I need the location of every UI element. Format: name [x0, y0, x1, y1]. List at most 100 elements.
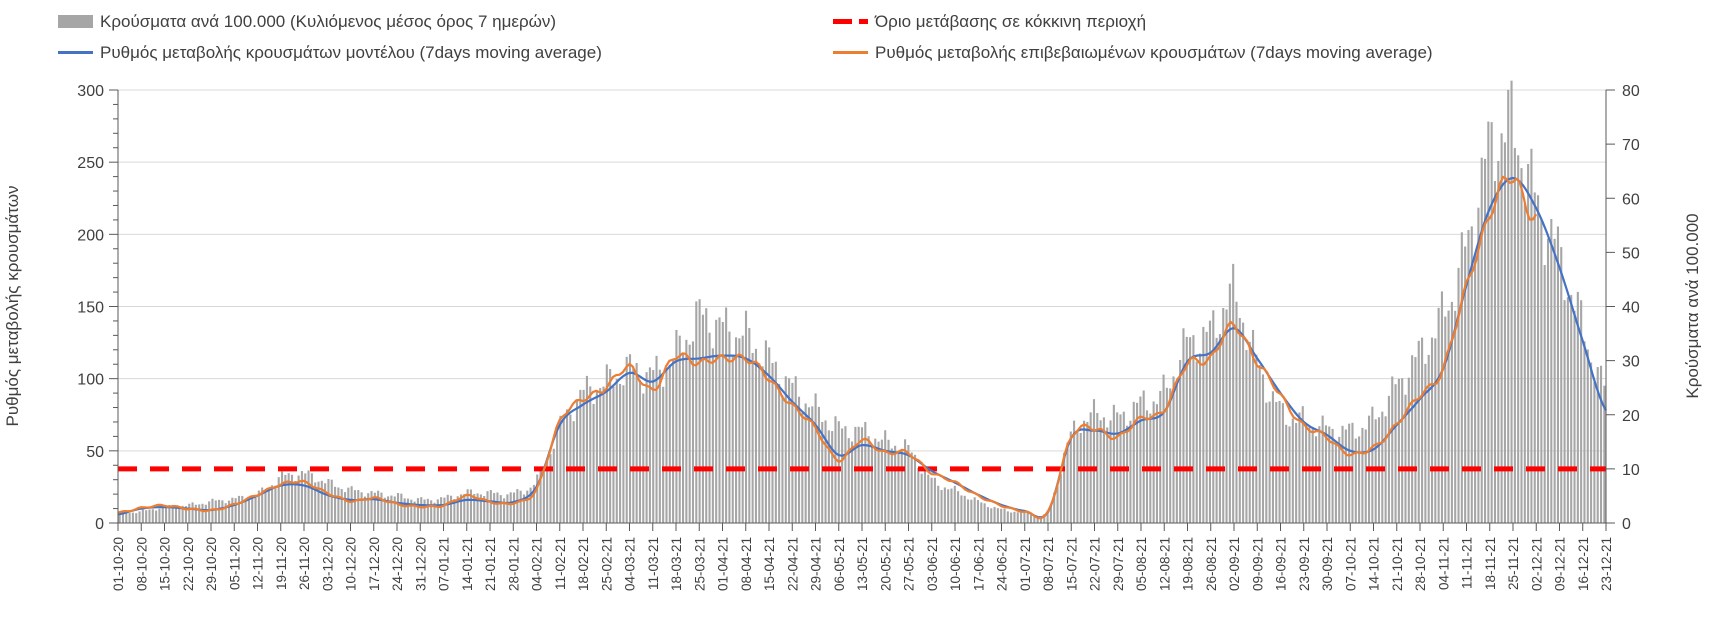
svg-text:24-06-21: 24-06-21 — [995, 537, 1010, 591]
svg-text:17-06-21: 17-06-21 — [971, 537, 986, 591]
dashed-line-swatch-icon — [833, 19, 868, 24]
blue-line-swatch-icon — [58, 51, 93, 54]
svg-text:05-08-21: 05-08-21 — [1134, 537, 1149, 591]
svg-text:07-10-21: 07-10-21 — [1343, 537, 1358, 591]
svg-text:30: 30 — [1622, 354, 1640, 371]
svg-text:18-02-21: 18-02-21 — [576, 537, 591, 591]
svg-text:18-03-21: 18-03-21 — [669, 537, 684, 591]
svg-text:02-12-21: 02-12-21 — [1529, 537, 1544, 591]
svg-text:14-01-21: 14-01-21 — [460, 537, 475, 591]
svg-text:22-07-21: 22-07-21 — [1088, 537, 1103, 591]
svg-text:70: 70 — [1622, 137, 1640, 154]
svg-text:10-06-21: 10-06-21 — [948, 537, 963, 591]
legend-label: Ρυθμός μεταβολής επιβεβαιωμένων κρουσμάτ… — [875, 43, 1433, 62]
svg-text:29-07-21: 29-07-21 — [1111, 537, 1126, 591]
svg-text:25-11-21: 25-11-21 — [1506, 537, 1521, 590]
svg-text:10-12-20: 10-12-20 — [344, 537, 359, 591]
legend-item-model-rate: Ρυθμός μεταβολής κρουσμάτων μοντέλου (7d… — [58, 44, 602, 61]
svg-text:22-10-20: 22-10-20 — [181, 537, 196, 591]
svg-text:11-02-21: 11-02-21 — [553, 537, 568, 590]
bar-swatch-icon — [58, 15, 93, 28]
svg-text:250: 250 — [77, 155, 104, 172]
svg-text:01-04-21: 01-04-21 — [716, 537, 731, 591]
legend-label: Κρούσματα ανά 100.000 (Κυλιόμενος μέσος … — [100, 12, 557, 31]
legend-label: Ρυθμός μεταβολής κρουσμάτων μοντέλου (7d… — [100, 43, 602, 62]
svg-text:22-04-21: 22-04-21 — [785, 537, 800, 591]
svg-text:19-11-20: 19-11-20 — [274, 537, 289, 590]
left-axis-title: Ρυθμός μεταβολής κρουσμάτων — [3, 186, 22, 427]
svg-text:300: 300 — [77, 83, 104, 100]
svg-text:23-12-21: 23-12-21 — [1599, 537, 1614, 591]
svg-text:08-07-21: 08-07-21 — [1041, 537, 1056, 591]
svg-text:29-10-20: 29-10-20 — [204, 537, 219, 591]
svg-text:16-09-21: 16-09-21 — [1274, 537, 1289, 591]
svg-text:100: 100 — [77, 372, 104, 389]
svg-text:20: 20 — [1622, 408, 1640, 425]
legend-item-red-zone-threshold: Όριο μετάβασης σε κόκκινη περιοχή — [833, 13, 1146, 30]
svg-text:27-05-21: 27-05-21 — [902, 537, 917, 591]
svg-text:04-02-21: 04-02-21 — [530, 537, 545, 591]
svg-text:80: 80 — [1622, 83, 1640, 100]
svg-text:15-07-21: 15-07-21 — [1064, 537, 1079, 591]
svg-text:40: 40 — [1622, 300, 1640, 317]
svg-text:200: 200 — [77, 227, 104, 244]
svg-text:20-05-21: 20-05-21 — [878, 537, 893, 591]
svg-text:25-03-21: 25-03-21 — [692, 537, 707, 591]
svg-text:09-12-21: 09-12-21 — [1553, 537, 1568, 591]
svg-text:50: 50 — [1622, 245, 1640, 262]
svg-text:08-04-21: 08-04-21 — [739, 537, 754, 591]
svg-text:08-10-20: 08-10-20 — [134, 537, 149, 591]
right-axis-title: Κρούσματα ανά 100.000 — [1683, 213, 1702, 398]
svg-text:09-09-21: 09-09-21 — [1250, 537, 1265, 591]
svg-text:11-11-21: 11-11-21 — [1460, 537, 1475, 589]
svg-text:23-09-21: 23-09-21 — [1297, 537, 1312, 591]
svg-text:10: 10 — [1622, 462, 1640, 479]
svg-text:19-08-21: 19-08-21 — [1181, 537, 1196, 591]
orange-line-swatch-icon — [833, 51, 868, 54]
svg-text:28-01-21: 28-01-21 — [506, 537, 521, 591]
svg-text:11-03-21: 11-03-21 — [646, 537, 661, 590]
svg-text:0: 0 — [95, 516, 104, 533]
svg-text:04-03-21: 04-03-21 — [623, 537, 638, 591]
svg-text:18-11-21: 18-11-21 — [1483, 537, 1498, 590]
axes-and-ticks: 0 50 100 150 200 250 300 0 10 20 30 40 50 60 70 80 01-10… — [77, 83, 1640, 591]
svg-text:17-12-20: 17-12-20 — [367, 537, 382, 591]
legend-item-confirmed-rate: Ρυθμός μεταβολής επιβεβαιωμένων κρουσμάτ… — [833, 44, 1433, 61]
svg-text:30-09-21: 30-09-21 — [1320, 537, 1335, 591]
svg-text:26-11-20: 26-11-20 — [297, 537, 312, 590]
legend-item-cases-per-100k: Κρούσματα ανά 100.000 (Κυλιόμενος μέσος … — [58, 13, 556, 30]
svg-text:21-01-21: 21-01-21 — [483, 537, 498, 591]
svg-text:01-07-21: 01-07-21 — [1018, 537, 1033, 591]
svg-text:02-09-21: 02-09-21 — [1227, 537, 1242, 591]
line-series — [117, 175, 1607, 520]
svg-text:50: 50 — [86, 444, 104, 461]
svg-text:13-05-21: 13-05-21 — [855, 537, 870, 591]
svg-text:14-10-21: 14-10-21 — [1367, 537, 1382, 591]
legend-label: Όριο μετάβασης σε κόκκινη περιοχή — [875, 12, 1147, 31]
svg-text:15-04-21: 15-04-21 — [762, 537, 777, 591]
svg-text:26-08-21: 26-08-21 — [1204, 537, 1219, 591]
svg-text:04-11-21: 04-11-21 — [1436, 537, 1451, 590]
svg-text:15-10-20: 15-10-20 — [158, 537, 173, 591]
gridlines — [118, 89, 1606, 452]
svg-text:31-12-20: 31-12-20 — [413, 537, 428, 591]
svg-text:25-02-21: 25-02-21 — [599, 537, 614, 591]
svg-text:01-10-20: 01-10-20 — [111, 537, 126, 591]
svg-text:07-01-21: 07-01-21 — [437, 537, 452, 591]
svg-text:150: 150 — [77, 300, 104, 317]
svg-text:24-12-20: 24-12-20 — [390, 537, 405, 591]
svg-text:60: 60 — [1622, 191, 1640, 208]
svg-text:29-04-21: 29-04-21 — [809, 537, 824, 591]
svg-text:0: 0 — [1622, 516, 1631, 533]
svg-text:16-12-21: 16-12-21 — [1576, 537, 1591, 591]
svg-text:03-06-21: 03-06-21 — [925, 537, 940, 591]
bars-series — [118, 80, 1606, 524]
svg-text:06-05-21: 06-05-21 — [832, 537, 847, 591]
svg-text:05-11-20: 05-11-20 — [227, 537, 242, 590]
svg-text:28-10-21: 28-10-21 — [1413, 537, 1428, 591]
svg-text:12-11-20: 12-11-20 — [251, 537, 266, 590]
svg-text:03-12-20: 03-12-20 — [320, 537, 335, 591]
svg-text:12-08-21: 12-08-21 — [1157, 537, 1172, 591]
